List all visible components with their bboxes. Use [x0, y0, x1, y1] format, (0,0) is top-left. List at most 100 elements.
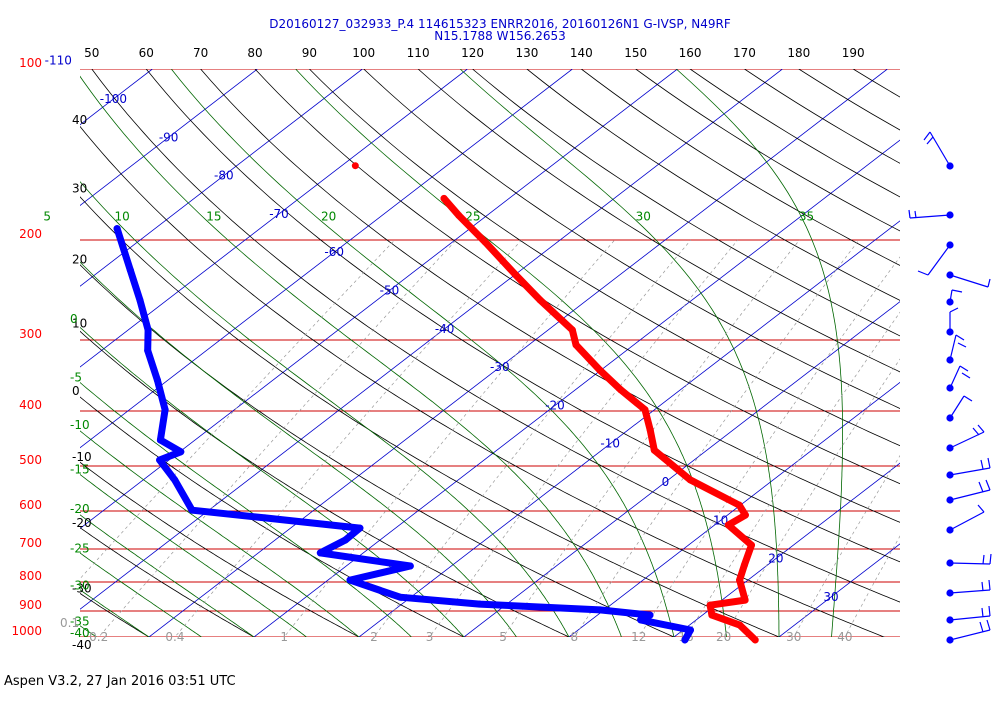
- dry-adiabat-label: 170: [733, 46, 756, 60]
- dry-adiabat: [0, 56, 276, 649]
- moist-adiabat-label: 30: [636, 210, 651, 224]
- mixing-ratio-line: [631, 240, 912, 649]
- pressure-label: 1000: [11, 624, 42, 638]
- wind-barb: [947, 458, 990, 478]
- wind-barb: [947, 290, 962, 305]
- dry-adiabat: [0, 56, 382, 649]
- moist-adiabat: [0, 69, 254, 637]
- pressure-label: 400: [19, 398, 42, 412]
- moist-adiabat-label: -20: [70, 502, 90, 516]
- mixing-ratio-line: [839, 240, 1000, 649]
- dry-adiabat-label: 50: [84, 46, 99, 60]
- moist-adiabat: [0, 69, 412, 637]
- isotherm: [464, 69, 1000, 637]
- moist-adiabat-label: 5: [43, 210, 51, 224]
- mixing-ratio-label: 5: [499, 630, 507, 644]
- dry-adiabat-label: 110: [407, 46, 430, 60]
- chart-subtitle: N15.1788 W156.2653: [434, 29, 566, 43]
- dry-adiabat-label: -20: [72, 516, 92, 530]
- mixing-ratio-line: [717, 240, 983, 649]
- dry-adiabat: [726, 56, 1000, 649]
- isotherm-label: -100: [100, 92, 127, 106]
- pressure-label: 200: [19, 227, 42, 241]
- isotherm-label: -50: [380, 284, 400, 298]
- dry-adiabat-label: 70: [193, 46, 208, 60]
- wind-barb: [947, 620, 990, 643]
- dry-adiabat-label: 60: [139, 46, 154, 60]
- wind-barb: [947, 396, 972, 421]
- dry-adiabat: [0, 56, 808, 649]
- isotherm: [0, 69, 677, 637]
- dry-adiabat-label: 100: [352, 46, 375, 60]
- dry-adiabat-label: 180: [787, 46, 810, 60]
- moist-adiabat-label: -5: [70, 371, 82, 385]
- wind-barb: [947, 480, 990, 503]
- dry-adiabat-label: 140: [570, 46, 593, 60]
- dry-adiabat-label: 30: [72, 182, 87, 196]
- pressure-label: 600: [19, 498, 42, 512]
- pressure-label: 100: [19, 56, 42, 70]
- isotherm: [44, 69, 782, 637]
- isotherm: [0, 69, 47, 637]
- isotherm-label: -20: [545, 398, 565, 412]
- wind-barb: [947, 425, 984, 451]
- wind-barb: [947, 580, 990, 596]
- moist-adiabat: [0, 69, 44, 637]
- mixing-ratio-label: 20: [716, 630, 731, 644]
- dry-adiabat: [83, 56, 1000, 649]
- dry-adiabat-label: 0: [72, 384, 80, 398]
- mixing-ratio-label: 0.1: [60, 616, 79, 630]
- isotherm-label: -60: [324, 245, 344, 259]
- isotherm: [254, 69, 992, 637]
- dry-adiabat-label: 130: [515, 46, 538, 60]
- wind-barb: [947, 308, 958, 335]
- mixing-ratio-line: [275, 240, 615, 649]
- wind-barb: [947, 606, 990, 623]
- moist-adiabat: [296, 69, 727, 637]
- pressure-label: 900: [19, 598, 42, 612]
- moist-adiabat-label: 35: [799, 210, 814, 224]
- dry-adiabat-label: 40: [72, 113, 87, 127]
- wind-barb: [947, 272, 990, 287]
- moist-adiabat-label: -25: [70, 542, 90, 556]
- moist-adiabat-label: -15: [70, 462, 90, 476]
- dry-adiabat-label: 120: [461, 46, 484, 60]
- isotherm-label: -110: [45, 54, 72, 68]
- pressure-label: 300: [19, 327, 42, 341]
- dry-adiabat: [404, 56, 1000, 649]
- dry-adiabat: [779, 56, 1000, 649]
- dry-adiabat: [619, 56, 1000, 649]
- dry-adiabat-label: 190: [842, 46, 865, 60]
- isotherm-label: -70: [269, 207, 289, 221]
- isotherm-label: 20: [768, 552, 783, 566]
- isotherm-label: 30: [823, 590, 838, 604]
- dry-adiabat-label: 90: [302, 46, 317, 60]
- isotherm-label: -80: [214, 169, 234, 183]
- labels: 1002003004005006007008009001000-110-100-…: [11, 46, 864, 652]
- pressure-label: 700: [19, 536, 42, 550]
- dry-adiabat: [833, 56, 1000, 649]
- pressure-label: 500: [19, 453, 42, 467]
- mixing-ratio-label: 30: [786, 630, 801, 644]
- wind-barb: [947, 505, 984, 533]
- dry-adiabat: [0, 56, 63, 649]
- moist-adiabat: [0, 69, 307, 637]
- wind-barb: [947, 335, 966, 363]
- dry-adiabat: [297, 56, 1000, 649]
- moist-adiabat: [0, 69, 202, 637]
- moist-adiabat: [460, 69, 779, 637]
- wind-barb: [924, 132, 953, 169]
- footer: Aspen V3.2, 27 Jan 2016 03:51 UTC: [4, 674, 236, 689]
- dry-adiabat-label: 160: [679, 46, 702, 60]
- isotherm: [779, 69, 1000, 637]
- moist-adiabat-label: -10: [70, 418, 90, 432]
- moist-adiabat-label: 0: [70, 312, 78, 326]
- pressure-label: 800: [19, 569, 42, 583]
- moist-adiabat-label: 15: [206, 210, 221, 224]
- mixing-ratio-label: 40: [837, 630, 852, 644]
- dry-adiabat-label: 20: [72, 252, 87, 266]
- dry-adiabat-label: 80: [247, 46, 262, 60]
- mixing-ratio-label: 1: [280, 630, 288, 644]
